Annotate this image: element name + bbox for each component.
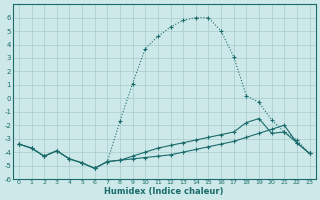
X-axis label: Humidex (Indice chaleur): Humidex (Indice chaleur) [104, 187, 224, 196]
